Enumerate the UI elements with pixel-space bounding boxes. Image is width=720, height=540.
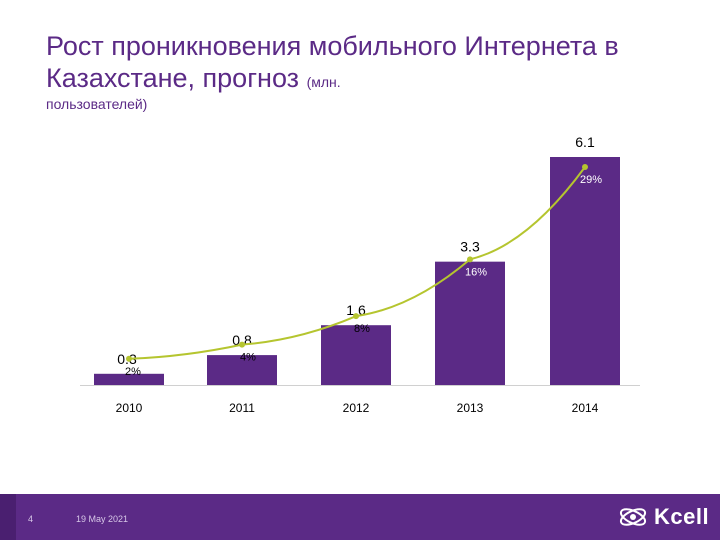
bar-2013 (435, 261, 505, 385)
penetration-label-2010: 2% (125, 366, 141, 378)
bar-value-label-2014: 6.1 (575, 134, 595, 150)
penetration-label-2013: 16% (465, 266, 487, 278)
kcell-logo-text: Kcell (654, 504, 710, 529)
penetration-point-2012 (353, 313, 359, 320)
penetration-label-2012: 8% (354, 323, 370, 335)
x-tick-label-2012: 2012 (343, 401, 370, 415)
slide-title-main: Рост проникновения мобильного Интернета … (46, 31, 619, 93)
page-number: 4 (28, 514, 34, 524)
bar-2012 (321, 325, 391, 385)
penetration-point-2011 (239, 341, 245, 348)
footer-bar (0, 494, 720, 540)
bar-2010 (94, 373, 164, 385)
penetration-line (128, 166, 586, 360)
penetration-label-2011: 4% (240, 352, 256, 364)
slide-title: Рост проникновения мобильного Интернета … (46, 30, 666, 98)
bar-2011 (207, 355, 277, 385)
slide-date: 19 May 2021 (76, 514, 129, 524)
penetration-point-2013 (467, 256, 473, 263)
bar-value-label-2013: 3.3 (460, 239, 480, 255)
kcell-logo: Kcell (618, 500, 709, 534)
x-tick-label-2011: 2011 (229, 401, 255, 415)
penetration-point-2014 (582, 164, 588, 170)
x-tick-label-2010: 2010 (116, 401, 143, 415)
slide-title-unit-continued: пользователей) (46, 96, 148, 112)
penetration-point-2010 (126, 355, 132, 362)
bar-2014 (550, 157, 620, 385)
penetration-label-2014: 29% (580, 174, 602, 186)
x-tick-label-2014: 2014 (572, 401, 599, 415)
slide-title-unit: (млн. (306, 74, 341, 90)
bar-value-label-2012: 1.6 (346, 302, 366, 318)
kcell-logo-icon (619, 508, 647, 526)
footer-accent (0, 494, 16, 540)
x-tick-label-2013: 2013 (457, 401, 484, 415)
